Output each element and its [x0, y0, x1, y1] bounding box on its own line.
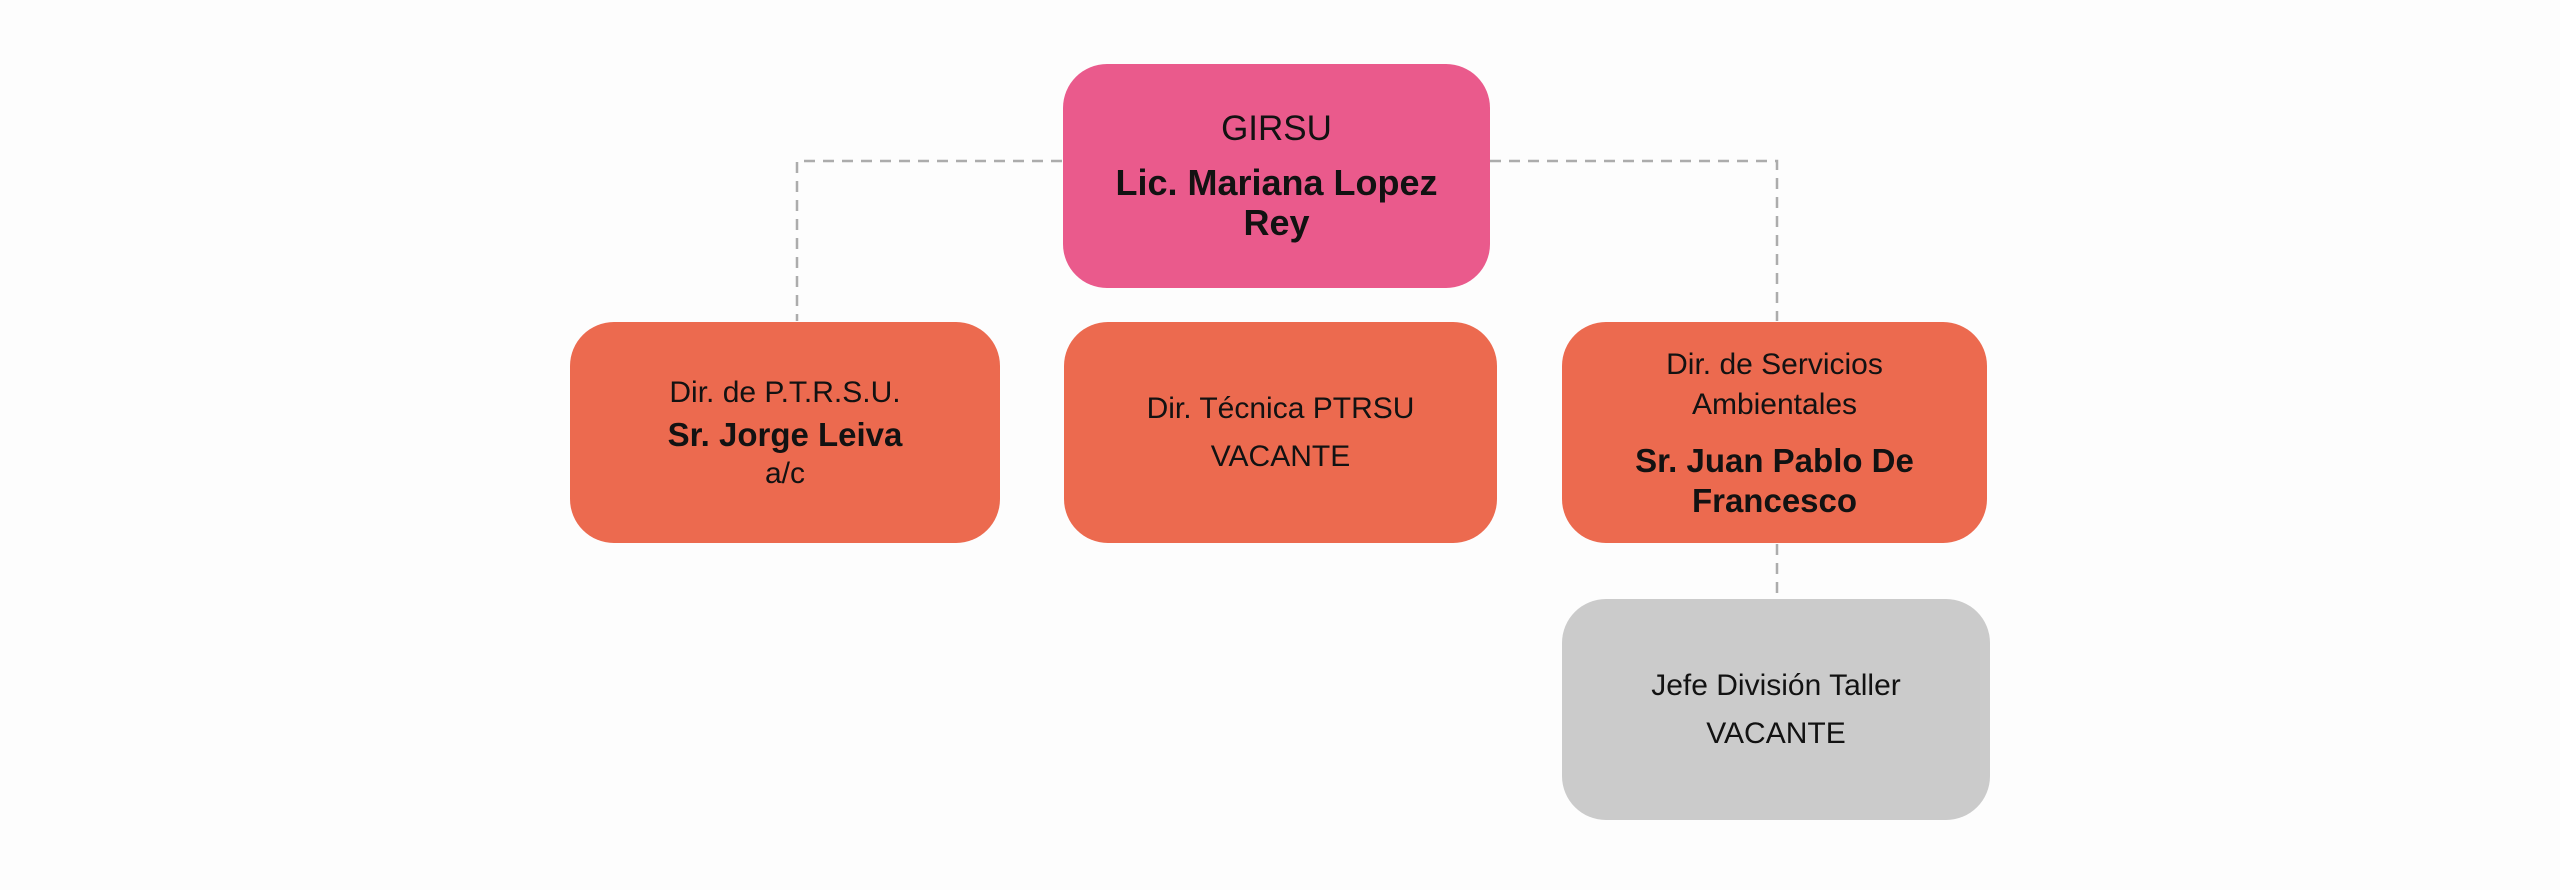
node-role-label: Dir. Técnica PTRSU — [1146, 391, 1415, 425]
node-role-label: Dir. de P.T.R.S.U. — [669, 375, 901, 409]
node-person-name: Sr. Juan Pablo De Francesco — [1635, 441, 1914, 519]
org-node-dir-ptrsu: Dir. de P.T.R.S.U. Sr. Jorge Leiva a/c — [570, 322, 1000, 543]
org-node-girsu: GIRSU Lic. Mariana Lopez Rey — [1063, 64, 1490, 288]
connector-girsu-to-servicios — [1490, 159, 1779, 321]
node-person-name: Sr. Jorge Leiva — [667, 415, 903, 453]
org-node-dir-tecnica-ptrsu: Dir. Técnica PTRSU VACANTE — [1064, 322, 1497, 543]
connector-girsu-to-ptrsu — [795, 159, 1062, 321]
node-role-suffix: a/c — [764, 456, 806, 490]
node-role-label: GIRSU — [1221, 109, 1332, 148]
org-node-dir-servicios-ambientales: Dir. de Servicios Ambientales Sr. Juan P… — [1562, 322, 1987, 543]
node-vacant-status: VACANTE — [1210, 439, 1351, 473]
node-person-name: Lic. Mariana Lopez Rey — [1115, 162, 1438, 243]
node-role-label: Dir. de Servicios Ambientales — [1666, 347, 1883, 421]
node-role-label: Jefe División Taller — [1651, 668, 1901, 702]
node-vacant-status: VACANTE — [1706, 716, 1846, 750]
org-node-jefe-division-taller: Jefe División Taller VACANTE — [1562, 599, 1990, 820]
